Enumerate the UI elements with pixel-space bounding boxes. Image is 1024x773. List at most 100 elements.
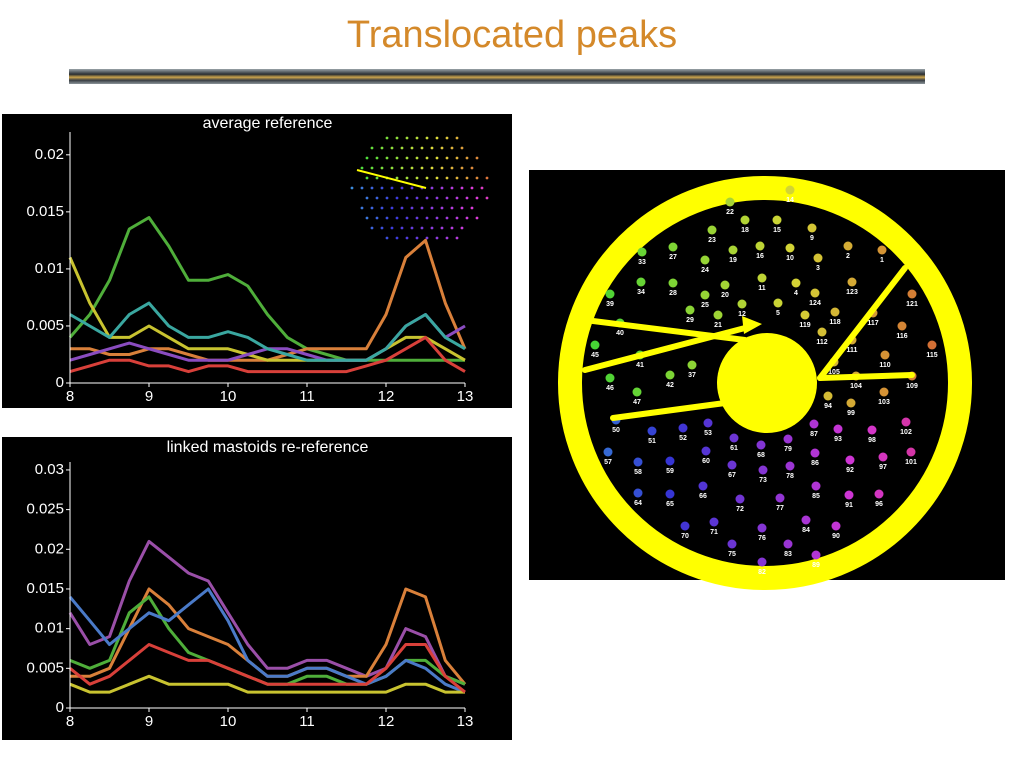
electrode [809,419,819,429]
inset-dot [365,156,369,160]
inset-dot [425,156,429,160]
inset-dot [425,176,429,180]
inset-dot [395,236,399,240]
inset-dot [435,176,439,180]
electrode-label: 96 [875,501,883,508]
electrode-label: 121 [906,301,918,308]
electrode-label: 90 [832,533,840,540]
inset-dot [380,206,384,210]
inset-dot [435,136,439,140]
inset-dot [445,156,449,160]
inset-dot [460,146,464,150]
inset-dot [385,236,389,240]
electrode-label: 46 [606,385,614,392]
inset-dot [395,216,399,220]
inset-dot [395,176,399,180]
electrode-label: 110 [879,362,890,369]
electrode [737,299,747,309]
electrode [700,290,710,300]
data-line [68,587,466,694]
arrow-head [742,316,762,334]
electrode-label: 86 [811,460,819,467]
inset-dot [455,216,459,220]
inset-dot [445,216,449,220]
electrode-label: 112 [816,339,827,346]
electrode-label: 119 [799,322,810,329]
electrode-label: 27 [669,254,677,261]
inset-dot [400,146,404,150]
inset-dot [400,206,404,210]
electrode [867,425,877,435]
electrode [879,387,889,397]
electrode [783,434,793,444]
electrode [773,298,783,308]
electrode [811,481,821,491]
x-tick-label: 12 [378,713,395,730]
y-tick-label: 0.015 [26,203,64,220]
inset-dot [420,206,424,210]
inset-dot [470,166,474,170]
x-tick-label: 12 [378,388,395,405]
inset-dot [455,196,459,200]
x-tick-label: 10 [220,713,237,730]
electrode-label: 70 [681,533,689,540]
electrode-label: 117 [867,320,878,327]
electrode [756,440,766,450]
electrode-label: 68 [757,452,765,459]
electrode-label: 64 [634,500,642,507]
inset-dot [475,216,479,220]
inset-arrow [356,169,427,189]
inset-dot [430,146,434,150]
inset-dot [420,166,424,170]
electrode [757,523,767,533]
inset-dot [465,156,469,160]
inset-dot [415,176,419,180]
inset-dot [460,226,464,230]
head-inset [350,136,489,240]
chart-panel [2,114,512,408]
electrode-label: 20 [721,292,729,299]
x-tick-label: 8 [66,388,74,405]
inset-dot [415,196,419,200]
inset-dot [375,196,379,200]
electrode-label: 3 [816,265,820,272]
electrode-label: 29 [686,317,694,324]
electrode-label: 34 [637,289,645,296]
inset-dot [440,226,444,230]
inset-dot [405,236,409,240]
inset-dot [430,226,434,230]
electrode-label: 92 [846,467,854,474]
inset-dot [385,216,389,220]
electrode-label: 40 [616,330,624,337]
electrode [801,515,811,525]
electrode [846,398,856,408]
inset-dot [395,136,399,140]
electrode [880,350,890,360]
electrode [735,494,745,504]
inset-dot [370,226,374,230]
inset-dot [450,146,454,150]
inset-dot [390,226,394,230]
inset-dot [375,176,379,180]
arrow [817,372,915,381]
inset-dot [485,176,489,180]
inset-dot [360,186,364,190]
inset-dot [395,196,399,200]
y-tick-label: 0.005 [26,317,64,334]
electrode-label: 123 [846,289,858,296]
electrode [727,539,737,549]
electrode [817,327,827,337]
electrode-label: 42 [666,382,674,389]
inset-dot [475,156,479,160]
inset-dot [425,136,429,140]
inset-dot [390,186,394,190]
electrode-label: 83 [784,551,792,558]
electrode-label: 97 [879,464,887,471]
inset-dot [435,216,439,220]
electrode-label: 99 [847,410,855,417]
electrode-label: 89 [812,562,820,569]
electrode-label: 87 [810,431,818,438]
y-tick-label: 0 [56,374,64,391]
